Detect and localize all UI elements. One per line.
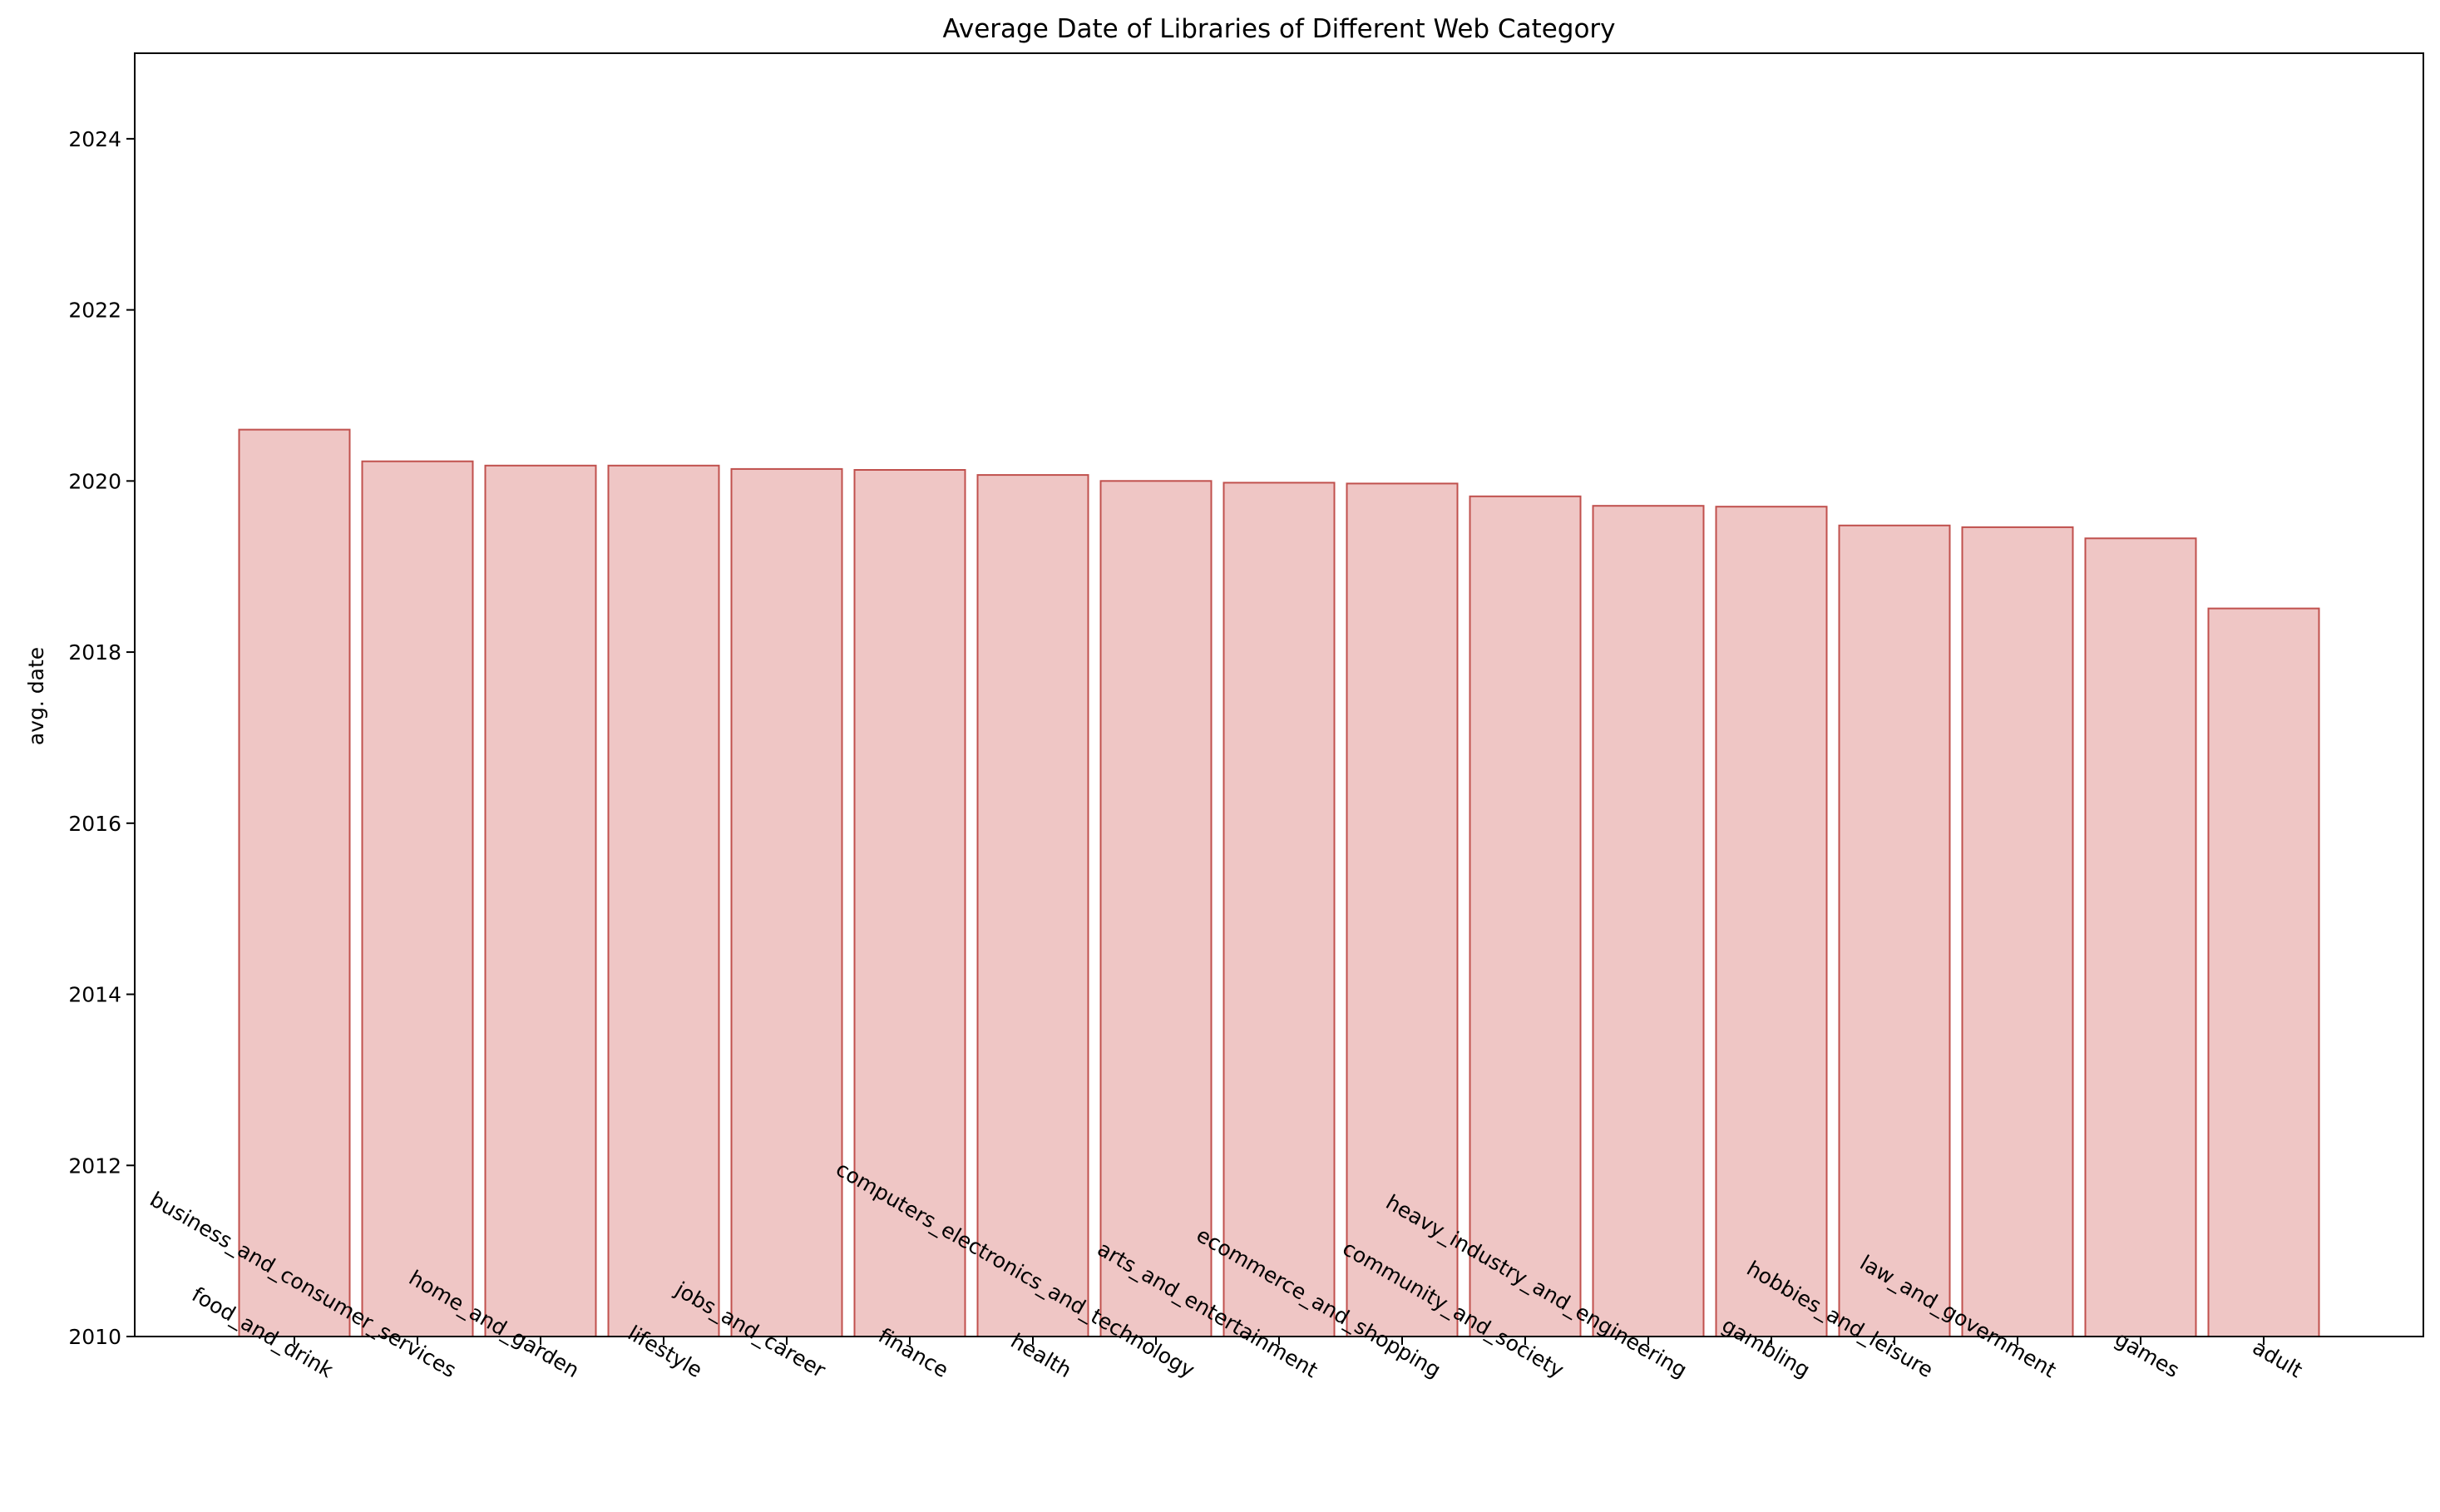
y-tick-label: 2022 [68, 299, 121, 323]
bar-business_and_consumer_services [361, 460, 474, 1338]
bar-community_and_society [1469, 495, 1582, 1337]
y-tick-label: 2012 [68, 1154, 121, 1178]
chart-title: Average Date of Libraries of Different W… [942, 14, 1615, 44]
bar-ecommerce_and_shopping [1346, 482, 1459, 1337]
y-tick-label: 2016 [68, 812, 121, 836]
bar-adult [2207, 607, 2320, 1337]
bar-heavy_industry_and_engineering [1592, 505, 1705, 1337]
bar-food_and_drink [238, 428, 351, 1337]
bar-arts_and_entertainment [1222, 482, 1336, 1337]
bar-jobs_and_career [730, 467, 843, 1337]
x-tick-label-adult: adult [2249, 1335, 2307, 1382]
bar-computers_electronics_and_technology [1099, 480, 1213, 1337]
bar-home_and_garden [484, 464, 597, 1337]
y-tick-label: 2014 [68, 983, 121, 1007]
bar-gambling [1715, 506, 1828, 1337]
bar-lifestyle [607, 464, 720, 1337]
y-tick-label: 2024 [68, 127, 121, 151]
bars-layer [238, 428, 2320, 1338]
plot-frame [134, 52, 2424, 1337]
bar-games [2084, 537, 2197, 1337]
y-tick-label: 2010 [68, 1325, 121, 1349]
y-tick-label: 2020 [68, 469, 121, 493]
bar-hobbies_and_leisure [1838, 524, 1951, 1337]
bar-finance [853, 469, 966, 1337]
y-tick-label: 2018 [68, 640, 121, 665]
y-axis-label: avg. date [24, 647, 48, 745]
bar-health [976, 474, 1089, 1337]
bar-law_and_government [1961, 526, 2074, 1337]
y-ticks-layer: 2010 2012 2014 2016 2018 2020 2022 2024 [68, 127, 135, 1349]
